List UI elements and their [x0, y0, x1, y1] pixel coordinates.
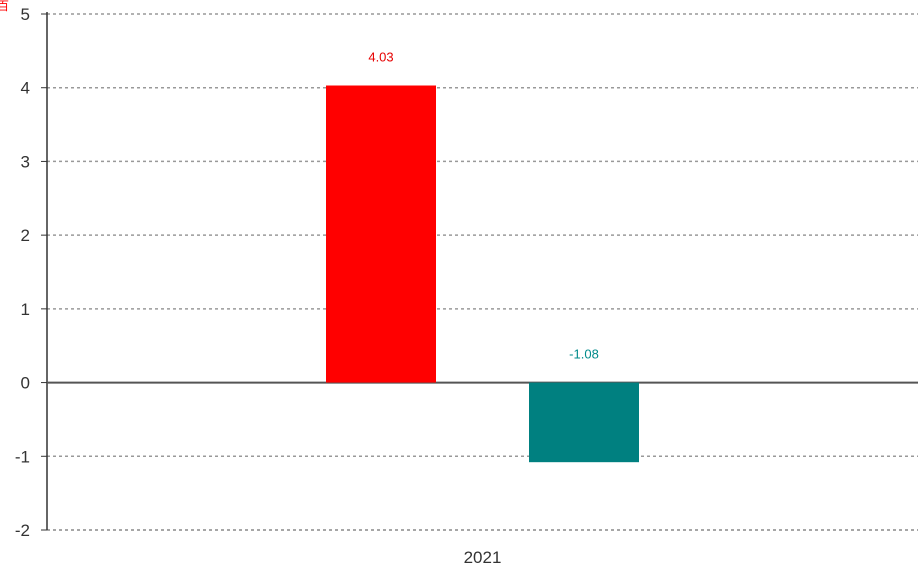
data-label-series-2: -1.08	[569, 347, 599, 362]
y-tick-label: -1	[15, 447, 30, 466]
data-labels: 4.03 -1.08	[368, 50, 598, 362]
y-tick-label: 5	[21, 5, 30, 24]
bar-series-2	[529, 382, 639, 463]
bars	[326, 85, 639, 463]
y-tick-label: 0	[21, 374, 30, 393]
y-tick-label: 1	[21, 300, 30, 319]
bar-series-1	[326, 85, 436, 383]
x-tick-label: 2021	[464, 548, 502, 565]
tick-labels: 5 4 3 2 1 0 -1 -2 2021	[15, 5, 502, 565]
data-label-series-1: 4.03	[368, 50, 393, 65]
grid	[47, 13, 918, 531]
axes	[41, 12, 918, 531]
y-tick-label: 3	[21, 152, 30, 171]
y-tick-label: -2	[15, 521, 30, 540]
corner-label: 百	[0, 0, 9, 13]
y-tick-label: 4	[21, 79, 30, 98]
y-tick-label: 2	[21, 226, 30, 245]
